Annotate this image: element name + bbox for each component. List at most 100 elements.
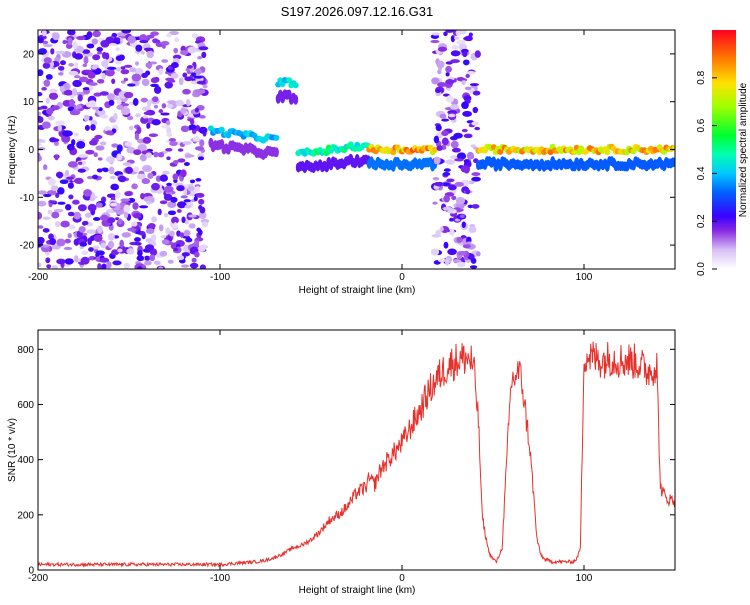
- spectrogram-noise-cell: [76, 91, 85, 97]
- spectrogram-noise-cell: [183, 187, 188, 196]
- spectrogram-noise-cell: [194, 146, 205, 151]
- spectrogram-noise-cell: [151, 234, 157, 242]
- spectrogram-noise-cell: [86, 229, 96, 234]
- spectrogram-noise-cell: [163, 212, 169, 218]
- spectrogram-noise-cell: [76, 35, 86, 41]
- spectrogram-noise-cell: [43, 193, 52, 198]
- spectrogram-noise-cell: [50, 48, 55, 55]
- spectrogram-noise-cell: [64, 169, 70, 176]
- snr-x-tick-label: 100: [576, 573, 593, 584]
- spectrogram-noise-cell: [465, 73, 470, 78]
- spectrogram-noise-cell: [442, 206, 453, 211]
- spectrogram-noise-cell: [112, 260, 122, 266]
- spectrogram-noise-cell: [167, 79, 176, 83]
- spectrogram-noise-cell: [47, 178, 56, 186]
- spectrogram-noise-cell: [436, 60, 445, 69]
- spectrogram-noise-cell: [176, 209, 182, 213]
- spectrogram-noise-cell: [181, 264, 190, 268]
- spectrogram-noise-cell: [115, 47, 120, 51]
- spectrogram-noise-cell: [89, 100, 97, 107]
- spectrogram-noise-cell: [88, 255, 96, 261]
- spectrogram-noise-cell: [461, 101, 469, 110]
- spectrogram-noise-cell: [436, 145, 443, 151]
- spectrogram-noise-cell: [166, 126, 172, 135]
- spectrogram-noise-cell: [113, 112, 118, 121]
- spectrogram-noise-cell: [142, 136, 152, 144]
- spectrogram-noise-cell: [136, 255, 145, 262]
- spectrogram-noise-cell: [43, 57, 52, 64]
- spectrogram-x-tick-label: 100: [576, 272, 593, 283]
- spectrogram-noise-cell: [152, 96, 159, 103]
- spectrogram-noise-cell: [455, 196, 466, 205]
- spectrogram-noise-cell: [123, 91, 134, 99]
- spectrogram-noise-cell: [94, 134, 103, 140]
- spectrogram-noise-cell: [46, 189, 57, 196]
- spectrogram-noise-cell: [166, 33, 173, 38]
- spectrogram-noise-cell: [42, 216, 51, 220]
- spectrogram-noise-cell: [95, 250, 105, 256]
- spectrogram-noise-cell: [182, 72, 188, 78]
- spectrogram-noise-cell: [467, 204, 474, 209]
- spectrogram-noise-cell: [51, 244, 61, 250]
- spectrogram-noise-cell: [49, 238, 57, 246]
- spectrogram-noise-cell: [193, 196, 198, 202]
- spectrogram-noise-cell: [91, 38, 98, 45]
- spectrogram-noise-cell: [173, 160, 179, 165]
- spectrogram-noise-cell: [57, 201, 66, 205]
- spectrogram-noise-cell: [147, 223, 156, 229]
- spectrogram-noise-cell: [194, 107, 199, 113]
- snr-y-tick-label: 600: [17, 400, 34, 411]
- spectrogram-noise-cell: [93, 234, 103, 242]
- spectrogram-noise-cell: [187, 185, 195, 192]
- spectrogram-noise-cell: [461, 128, 468, 133]
- spectrogram-noise-cell: [134, 61, 140, 66]
- spectrogram-noise-cell: [142, 115, 148, 119]
- spectrogram-noise-cell: [179, 232, 185, 238]
- spectrogram-track-halo: [672, 157, 675, 168]
- spectrogram-noise-cell: [74, 132, 79, 137]
- spectrogram-noise-cell: [132, 213, 142, 219]
- spectrogram-noise-cell: [170, 196, 178, 203]
- spectrogram-noise-cell: [58, 72, 64, 76]
- spectrogram-noise-cell: [89, 85, 94, 91]
- spectrogram-noise-cell: [153, 104, 159, 109]
- spectrogram-noise-cell: [454, 218, 461, 222]
- spectrogram-noise-cell: [79, 241, 88, 247]
- spectrogram-noise-cell: [127, 227, 137, 232]
- spectrogram-noise-cell: [448, 184, 457, 191]
- spectrogram-noise-cell: [38, 262, 42, 268]
- spectrogram-noise-cell: [67, 182, 74, 189]
- spectrogram-noise-cell: [72, 199, 80, 205]
- spectrogram-noise-cell: [55, 192, 60, 199]
- spectrogram-noise-cell: [100, 242, 107, 249]
- spectrogram-noise-cell: [182, 141, 192, 145]
- spectrogram-noise-cell: [89, 197, 95, 202]
- spectrogram-track-cell: [218, 126, 225, 133]
- spectrogram-noise-cell: [149, 254, 156, 262]
- spectrogram-x-tick-label: 0: [399, 272, 405, 283]
- spectrogram-noise-cell: [161, 43, 166, 49]
- spectrogram-noise-cell: [437, 258, 446, 263]
- spectrogram-noise-cell: [38, 138, 43, 143]
- spectrogram-noise-cell: [99, 257, 110, 263]
- spectrogram-noise-cell: [165, 227, 171, 235]
- spectrogram-noise-cell: [166, 182, 173, 187]
- spectrogram-noise-cell: [136, 173, 146, 180]
- snr-y-tick-label: 800: [17, 345, 34, 356]
- spectrogram-noise-cell: [73, 211, 82, 220]
- spectrogram-noise-cell: [199, 139, 205, 147]
- spectrogram-noise-cell: [450, 35, 456, 43]
- spectrogram-noise-cell: [445, 79, 455, 85]
- spectrogram-noise-cell: [86, 43, 95, 49]
- spectrogram-noise-cell: [176, 185, 185, 192]
- spectrogram-noise-cell: [66, 143, 75, 151]
- spectrogram-noise-cell: [471, 176, 481, 182]
- spectrogram-noise-cell: [144, 244, 155, 251]
- spectrogram-noise-cell: [62, 130, 72, 137]
- spectrogram-noise-cell: [165, 120, 171, 126]
- spectrogram-noise-cell: [462, 243, 471, 249]
- colorbar-tick-label: 0.8: [696, 70, 707, 84]
- spectrogram-track-cell: [497, 148, 504, 155]
- spectrogram-noise-cell: [120, 80, 126, 84]
- spectrogram-noise-cell: [181, 216, 186, 224]
